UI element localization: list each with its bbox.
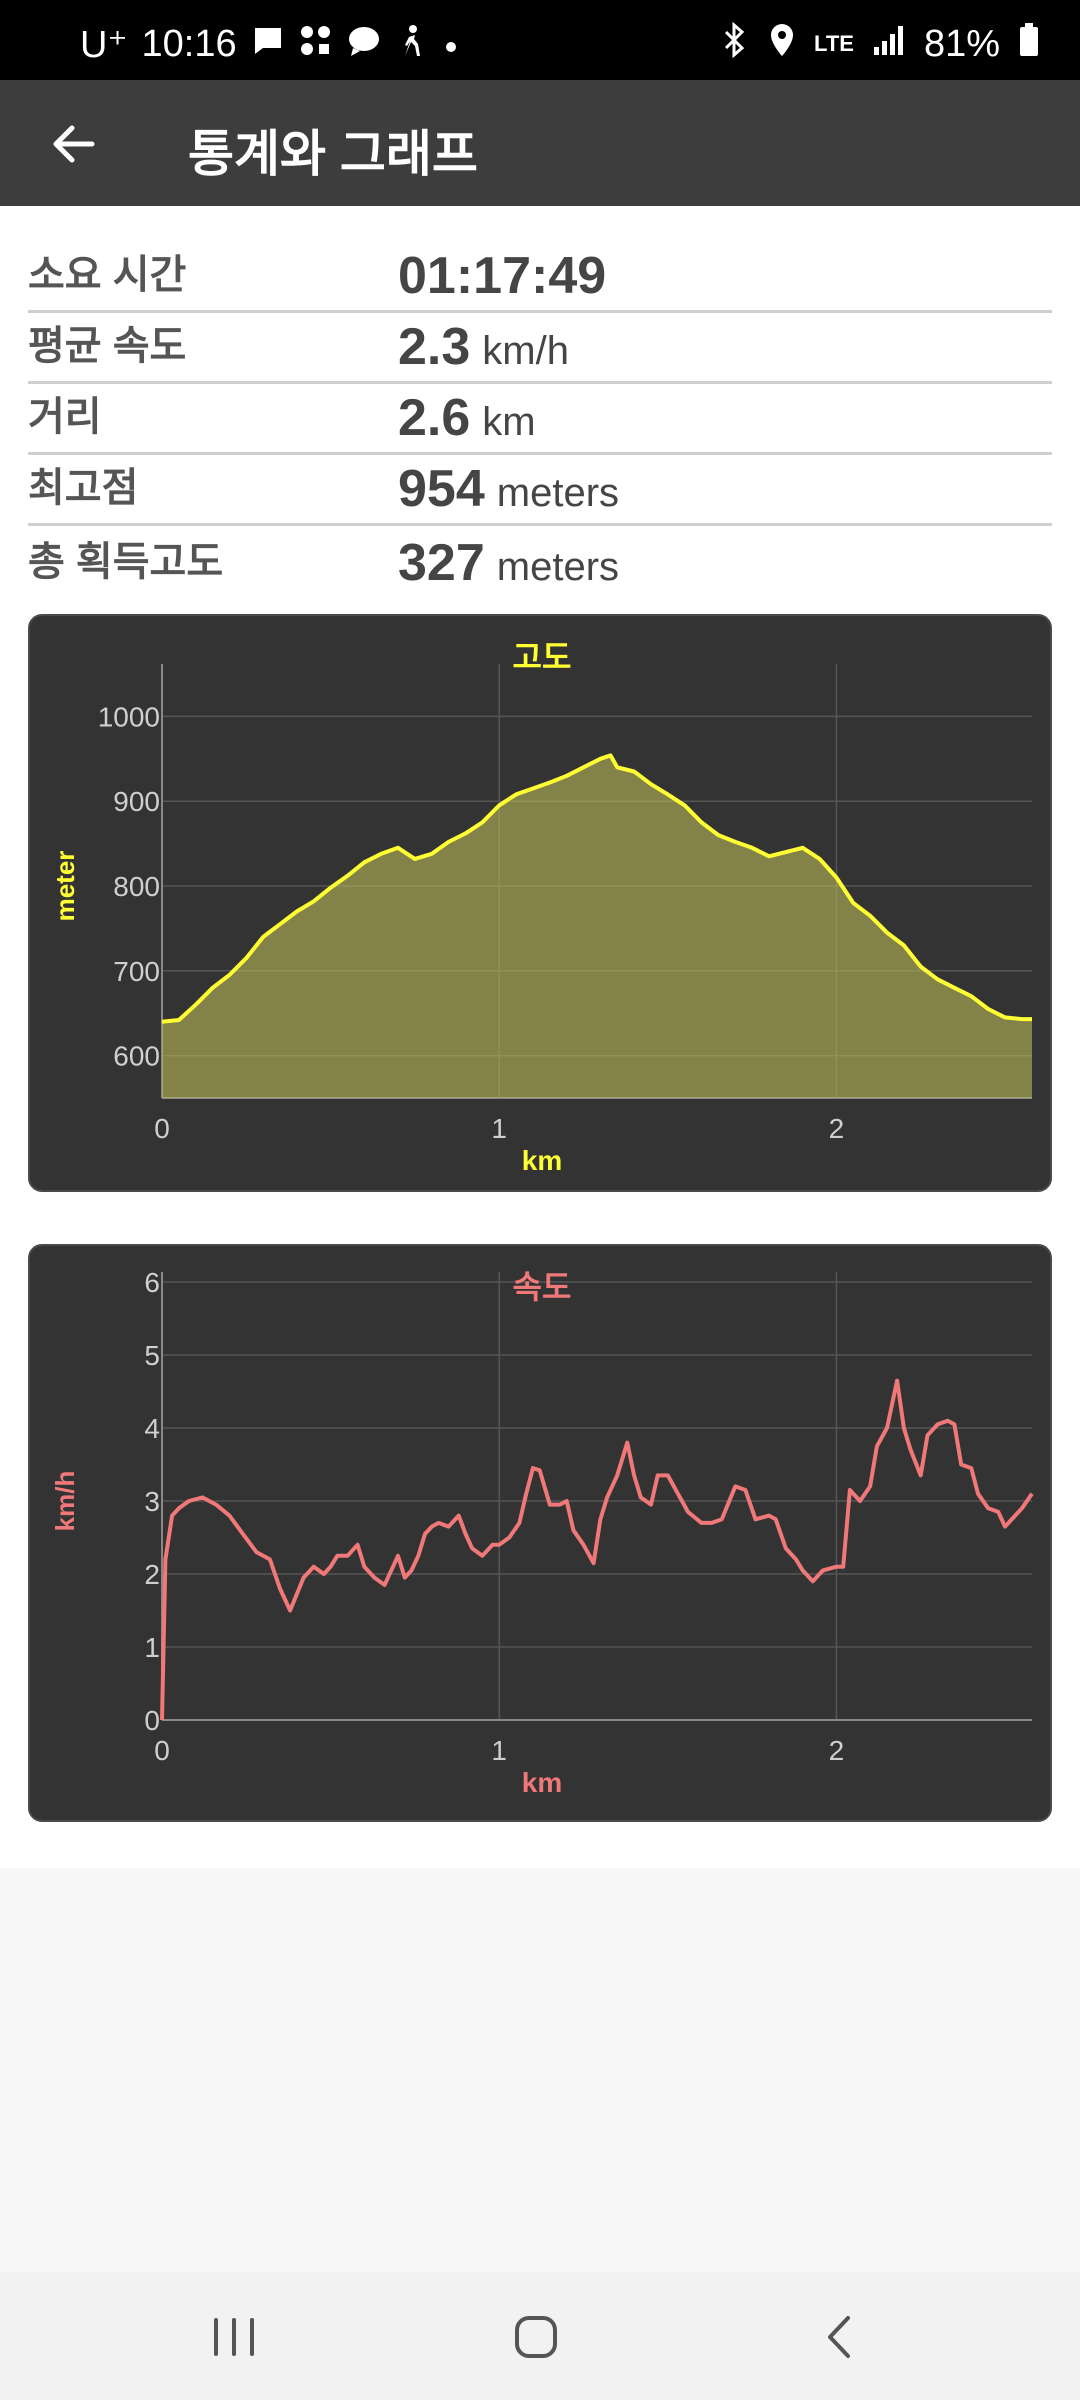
chart-title: 속도 [513,1269,572,1305]
stats-table: 소요 시간 01:17:49 평균 속도 2.3 km/h 거리 2.6 km 최고… [28,242,1052,597]
stat-label: 평균 속도 [28,324,187,368]
y-tick-label: 900 [113,786,160,817]
status-right: LTE 81% [720,21,1040,66]
area-fill [162,755,1032,1098]
x-tick-label: 1 [491,1735,507,1766]
app-bar: 통계와 그래프 [0,80,1080,206]
y-tick-label: 2 [144,1559,160,1590]
stat-unit: meters [496,545,620,589]
battery-icon [1018,22,1040,66]
stat-unit: km/h [482,329,569,373]
stat-number: 2.3 [398,318,471,376]
x-tick-label: 2 [829,1113,845,1144]
signal-icon [872,23,906,65]
status-bar: U⁺ 10:16 LTE 81% [0,0,1080,80]
stat-value: 327 meters [398,533,619,593]
y-tick-label: 6 [144,1267,160,1298]
stat-value: 2.6 km [398,388,536,448]
stat-number: 2.6 [398,389,471,447]
series-line [161,753,1032,1024]
stat-label: 최고점 [28,466,139,510]
y-tick-label: 700 [113,956,160,987]
speed-chart: 0 1 2 3 4 5 6 0 1 2 속도 km km/h [50,1267,1034,1798]
stat-number: 01:17:49 [398,247,607,305]
location-icon [768,22,796,66]
home-button[interactable] [496,2302,576,2372]
hiker-icon [395,24,429,66]
dot-icon [443,26,459,63]
content-area: 소요 시간 01:17:49 평균 속도 2.3 km/h 거리 2.6 km 최고… [0,206,1080,1868]
x-tick-label: 1 [491,1113,507,1144]
stat-unit: meters [496,471,620,515]
stat-value: 01:17:49 [398,246,618,306]
y-tick-label: 1 [144,1632,160,1663]
status-time: 10:16 [141,23,237,65]
y-axis-label: meter [50,851,80,922]
arrow-left-icon [53,125,95,163]
stat-row-elevation-gain: 총 획득고도 327 meters [28,526,1052,597]
stat-row-max-altitude: 최고점 954 meters [28,455,1052,526]
stat-label: 총 획득고도 [28,540,224,584]
network-type: LTE [814,31,854,56]
stat-number: 954 [398,460,485,518]
stat-label: 소요 시간 [28,253,187,297]
stat-row-duration: 소요 시간 01:17:49 [28,242,1052,313]
stat-value: 2.3 km/h [398,317,569,377]
y-tick-label: 4 [144,1413,160,1444]
status-left: U⁺ 10:16 [80,22,459,67]
y-tick-label: 1000 [98,701,160,732]
stat-unit: km [482,400,536,444]
altitude-chart: 600 700 800 900 1000 0 1 2 고도 km meter [50,639,1032,1176]
recent-apps-icon [214,2318,254,2356]
stat-value: 954 meters [398,459,619,519]
recent-apps-button[interactable] [194,2302,274,2372]
y-tick-label: 800 [113,871,160,902]
back-button[interactable] [36,106,112,182]
x-axis-label: km [522,1145,562,1176]
x-tick-label: 0 [154,1113,170,1144]
altitude-chart-card: 600 700 800 900 1000 0 1 2 고도 km meter [28,614,1052,1192]
back-nav-button[interactable] [800,2302,880,2372]
stat-number: 327 [398,534,485,592]
apps-icon [299,24,333,66]
y-tick-label: 5 [144,1340,160,1371]
chevron-left-icon [828,2316,850,2358]
y-tick-label: 600 [113,1041,160,1072]
series-line [160,1378,1034,1721]
x-axis-label: km [522,1767,562,1798]
stat-row-distance: 거리 2.6 km [28,384,1052,455]
y-axis-label: km/h [50,1471,80,1532]
bluetooth-icon [720,21,750,66]
carrier-label: U⁺ [80,24,128,66]
battery-percent: 81% [923,22,1000,65]
y-tick-label: 3 [144,1486,160,1517]
x-tick-label: 2 [829,1735,845,1766]
navigation-bar [0,2272,1080,2400]
stat-row-avg-speed: 평균 속도 2.3 km/h [28,313,1052,384]
home-icon [515,2316,557,2358]
stat-label: 거리 [28,395,102,439]
chat-icon [347,24,381,66]
x-tick-label: 0 [154,1735,170,1766]
chart-title: 고도 [513,639,572,675]
speed-chart-card: 0 1 2 3 4 5 6 0 1 2 속도 km km/h [28,1244,1052,1822]
page-title: 통계와 그래프 [188,126,478,182]
y-tick-label: 0 [144,1705,160,1736]
message-icon [251,24,285,66]
